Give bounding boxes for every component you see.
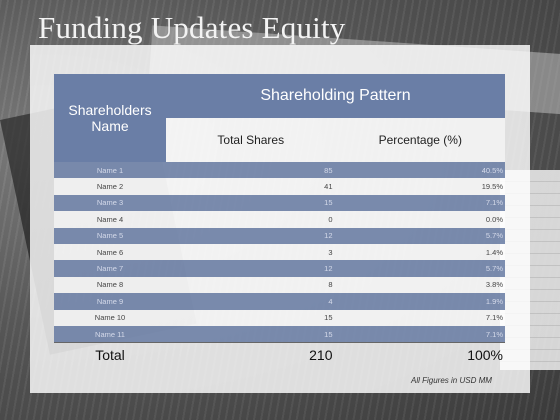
shareholder-name: Name 4 <box>54 211 166 228</box>
percentage-value: 7.1% <box>335 194 505 212</box>
table-row: Name 5 12 5.7% <box>54 227 505 244</box>
table-row: Name 4 0 0.0% <box>54 211 505 228</box>
shares-value: 85 <box>166 162 336 179</box>
total-label: Total <box>54 342 166 368</box>
table-body: Name 1 85 40.5% Name 2 41 19.5% Name 3 15 7.1% Na… <box>54 162 505 343</box>
shares-value: 15 <box>166 309 336 326</box>
table-row: Name 9 4 1.9% <box>54 293 505 310</box>
header-shareholding-pattern: Shareholding Pattern <box>166 74 505 118</box>
table-row: Name 11 15 7.1% <box>54 325 505 343</box>
table-row: Name 6 3 1.4% <box>54 243 505 261</box>
shares-value: 15 <box>166 325 336 343</box>
header-percentage: Percentage (%) <box>335 118 505 162</box>
footnote: All Figures in USD MM <box>411 376 492 385</box>
shareholder-name: Name 8 <box>54 276 166 294</box>
header-total-shares: Total Shares <box>166 118 336 162</box>
percentage-value: 1.4% <box>335 243 505 261</box>
table-row: Name 2 41 19.5% <box>54 178 505 195</box>
shareholder-name: Name 1 <box>54 162 166 179</box>
shareholder-name: Name 2 <box>54 178 166 195</box>
shareholder-name: Name 6 <box>54 243 166 261</box>
shareholder-name: Name 10 <box>54 309 166 326</box>
percentage-value: 5.7% <box>335 227 505 244</box>
table-row: Name 1 85 40.5% <box>54 162 505 179</box>
shares-value: 0 <box>166 211 336 228</box>
table-row: Name 10 15 7.1% <box>54 309 505 326</box>
shareholding-table: Shareholders Name Shareholding Pattern T… <box>54 74 505 368</box>
shareholder-name: Name 7 <box>54 260 166 277</box>
shares-value: 3 <box>166 243 336 261</box>
header-shareholders-name: Shareholders Name <box>54 74 166 162</box>
percentage-value: 1.9% <box>335 293 505 310</box>
total-row: Total 210 100% <box>54 342 505 368</box>
slide-title: Funding Updates Equity <box>38 10 346 45</box>
shareholder-name: Name 11 <box>54 325 166 343</box>
percentage-value: 7.1% <box>335 309 505 326</box>
table-row: Name 3 15 7.1% <box>54 194 505 212</box>
shares-value: 15 <box>166 194 336 212</box>
shares-value: 41 <box>166 178 336 195</box>
shares-value: 12 <box>166 260 336 277</box>
total-percentage: 100% <box>335 342 505 368</box>
table-row: Name 7 12 5.7% <box>54 260 505 277</box>
total-shares: 210 <box>166 342 336 368</box>
percentage-value: 40.5% <box>335 162 505 179</box>
percentage-value: 3.8% <box>335 276 505 294</box>
percentage-value: 5.7% <box>335 260 505 277</box>
shares-value: 8 <box>166 276 336 294</box>
percentage-value: 7.1% <box>335 325 505 343</box>
percentage-value: 0.0% <box>335 211 505 228</box>
shares-value: 4 <box>166 293 336 310</box>
shareholder-name: Name 3 <box>54 194 166 212</box>
shares-value: 12 <box>166 227 336 244</box>
shareholder-name: Name 5 <box>54 227 166 244</box>
table-row: Name 8 8 3.8% <box>54 276 505 294</box>
percentage-value: 19.5% <box>335 178 505 195</box>
shareholder-name: Name 9 <box>54 293 166 310</box>
